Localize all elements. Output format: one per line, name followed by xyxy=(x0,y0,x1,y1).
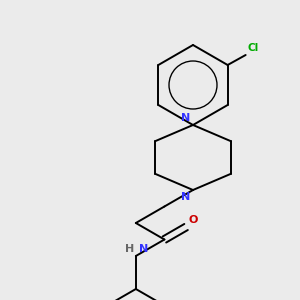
Text: N: N xyxy=(181,192,190,202)
Text: Cl: Cl xyxy=(248,43,259,53)
Text: H: H xyxy=(124,244,134,254)
Text: N: N xyxy=(139,244,148,254)
Text: N: N xyxy=(181,113,190,123)
Text: O: O xyxy=(188,215,197,225)
